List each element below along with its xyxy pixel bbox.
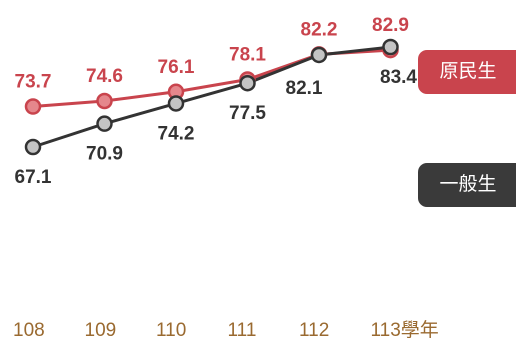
marker-general-3 [239, 74, 256, 92]
series-markers [24, 38, 399, 156]
x-tick-label-2: 110 [156, 320, 186, 341]
marker-indigenous-0 [24, 98, 42, 115]
data-label-indigenous-1: 74.6 [86, 66, 123, 87]
marker-general-2 [167, 95, 185, 112]
marker-indigenous-1 [96, 92, 113, 110]
data-label-indigenous-2: 76.1 [158, 57, 195, 78]
x-tick-label-0: 108 [13, 320, 45, 341]
marker-general-4 [310, 46, 328, 64]
data-label-indigenous-5: 82.9 [372, 15, 409, 36]
data-label-indigenous-0: 73.7 [15, 72, 52, 93]
legend-tag-general: 一般生 [418, 163, 516, 207]
marker-general-5 [382, 38, 399, 56]
data-label-general-4: 82.1 [286, 78, 323, 99]
x-tick-label-5: 113學年 [371, 319, 439, 341]
data-label-indigenous-3: 78.1 [229, 45, 266, 66]
series-line-general [32, 45, 391, 149]
x-tick-label-3: 111 [228, 320, 257, 341]
data-label-general-0: 67.1 [15, 167, 52, 188]
data-label-general-2: 74.2 [158, 123, 195, 144]
data-label-general-5: 83.4 [380, 67, 417, 88]
x-tick-label-1: 109 [85, 320, 117, 341]
marker-general-0 [24, 138, 42, 156]
data-label-general-3: 77.5 [229, 103, 266, 124]
x-axis-ticks: 108 109 110 111 112 113學年 [13, 319, 439, 341]
x-tick-label-4: 112 [299, 320, 329, 341]
data-labels: 73.7 74.6 76.1 78.1 82.2 82.9 67.1 70.9 74.2 77.5… [15, 15, 418, 188]
series-lines [32, 45, 391, 149]
legend-tag-indigenous: 原民生 [418, 50, 516, 94]
data-label-general-1: 70.9 [86, 144, 123, 165]
data-label-indigenous-4: 82.2 [301, 19, 338, 40]
marker-general-1 [96, 115, 113, 132]
